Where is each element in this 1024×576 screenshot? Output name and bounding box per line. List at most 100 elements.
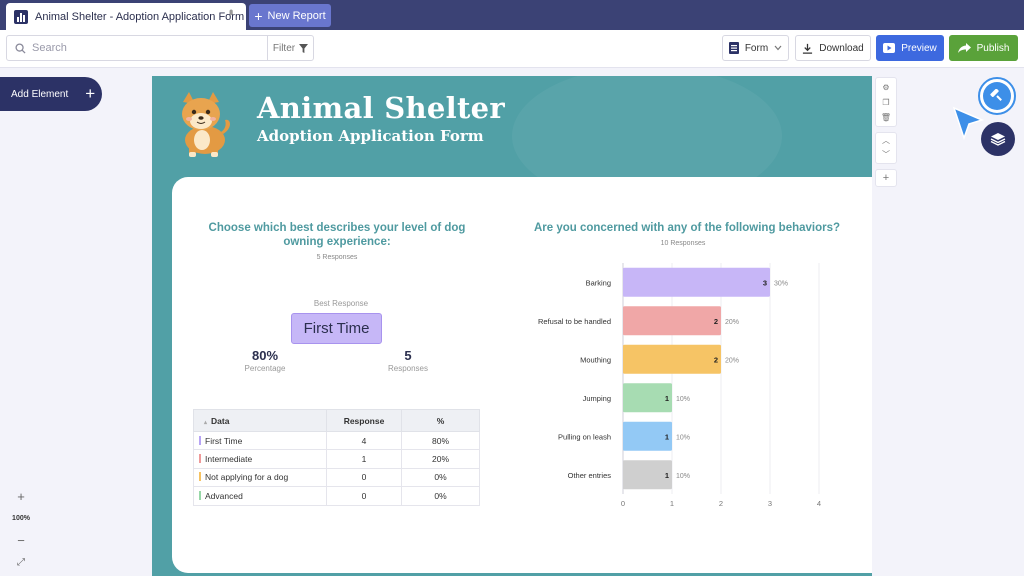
table-row: Not applying for a dog 0 0% — [193, 467, 480, 488]
bar — [623, 383, 672, 413]
tab-bar: Animal Shelter - Adoption Application Fo… — [0, 0, 1024, 30]
row-label: Advanced — [193, 486, 327, 506]
table-header-row: ▴ Data Response % — [193, 409, 480, 432]
bar-percent-label: 20% — [725, 357, 739, 364]
row-label-text: Advanced — [205, 490, 243, 501]
row-label-text: Not applying for a dog — [205, 472, 289, 483]
trash-icon[interactable]: 🗑 — [880, 113, 892, 122]
report-tab[interactable]: Animal Shelter - Adoption Application Fo… — [6, 3, 246, 30]
responses-table: ▴ Data Response % First Time 4 80% Interm… — [193, 409, 480, 506]
x-tick-label: 4 — [817, 499, 821, 508]
add-element-label: Add Element — [11, 88, 69, 100]
column-header-data[interactable]: ▴ Data — [193, 409, 327, 432]
category-label: Jumping — [583, 394, 611, 403]
bar — [623, 460, 672, 490]
download-button[interactable]: Download — [795, 35, 871, 61]
zoom-in-button[interactable]: + — [17, 489, 25, 504]
settings-icon[interactable]: ⚙ — [882, 83, 890, 92]
publish-button[interactable]: Publish — [949, 35, 1018, 61]
row-percent: 0% — [401, 467, 480, 488]
move-down-icon[interactable]: ﹀ — [882, 150, 890, 159]
bar-percent-label: 10% — [676, 396, 690, 403]
x-tick-label: 1 — [670, 499, 674, 508]
bar-value-label: 2 — [714, 317, 718, 326]
report-card: Choose which best describes your level o… — [172, 177, 872, 573]
sort-icon: ▴ — [204, 419, 208, 426]
play-icon — [883, 43, 896, 53]
preview-button[interactable]: Preview — [876, 35, 944, 61]
download-icon — [803, 43, 813, 54]
chevron-down-icon — [774, 45, 782, 51]
pointer-icon — [952, 106, 984, 140]
column-header-data-label: Data — [211, 415, 230, 426]
bar-percent-label: 10% — [676, 473, 690, 480]
add-element-button[interactable]: Add Element + — [0, 77, 102, 111]
plus-icon: + — [85, 84, 96, 103]
row-label: First Time — [193, 430, 327, 451]
preview-label: Preview — [901, 42, 937, 54]
question1-title: Choose which best describes your level o… — [208, 222, 466, 248]
filter-label: Filter — [272, 42, 296, 54]
layers-icon — [990, 133, 1006, 146]
shiba-dog-icon — [182, 92, 230, 157]
search-input[interactable] — [32, 42, 252, 54]
download-label: Download — [819, 42, 864, 54]
filter-icon — [299, 43, 309, 53]
form-dropdown[interactable]: Form — [722, 35, 789, 61]
bar-percent-label: 30% — [774, 280, 788, 287]
category-label: Other entries — [568, 471, 612, 480]
publish-label: Publish — [976, 42, 1010, 54]
tab-title: Animal Shelter - Adoption Application Fo… — [35, 10, 245, 23]
form-label: Form — [744, 42, 769, 54]
question2-responses: 10 Responses — [660, 240, 706, 247]
filter-button[interactable]: Filter — [267, 35, 314, 61]
percentage-value: 80% — [251, 348, 279, 363]
column-header-percent[interactable]: % — [401, 409, 480, 432]
form-icon — [728, 42, 739, 54]
search-icon — [15, 42, 26, 54]
row-count: 1 — [326, 449, 402, 469]
behaviors-bar-chart: 0 1 2 3 4 Barking 3 30% Refusal to be handled 2 20… — [538, 263, 821, 508]
report-canvas: Animal Shelter Adoption Application Form… — [152, 76, 872, 576]
row-label: Not applying for a dog — [193, 467, 327, 488]
row-count: 4 — [326, 430, 402, 451]
page-title: Animal Shelter — [257, 91, 506, 125]
responses-label: Responses — [387, 364, 429, 373]
page-subtitle: Adoption Application Form — [257, 127, 484, 145]
zoom-out-button[interactable]: − — [17, 533, 25, 548]
row-percent: 20% — [401, 449, 480, 469]
zoom-controls: + 100% − ⤢ — [9, 486, 33, 574]
row-label-text: First Time — [205, 435, 243, 446]
report-icon — [14, 9, 28, 24]
bar-value-label: 1 — [665, 394, 669, 403]
bar-value-label: 1 — [665, 432, 669, 441]
column-header-response[interactable]: Response — [326, 409, 402, 432]
bar — [623, 421, 672, 451]
table-row: First Time 4 80% — [193, 430, 480, 451]
bar-value-label: 2 — [714, 355, 718, 364]
x-tick-label: 3 — [768, 499, 772, 508]
share-arrow-icon — [957, 43, 971, 53]
table-row: Intermediate 1 20% — [193, 449, 480, 469]
color-swatch — [199, 435, 201, 445]
add-below-icon[interactable]: + — [875, 169, 897, 187]
percentage-label: Percentage — [244, 364, 286, 373]
more-options-icon[interactable]: ••• — [224, 9, 238, 13]
color-swatch — [199, 490, 201, 500]
new-report-button[interactable]: + New Report — [249, 4, 331, 27]
new-report-label: New Report — [267, 9, 326, 22]
zoom-level: 100% — [12, 515, 30, 522]
duplicate-icon[interactable]: ❐ — [882, 98, 890, 107]
form-designer-button[interactable] — [978, 77, 1016, 115]
category-label: Mouthing — [580, 355, 611, 364]
row-label: Intermediate — [193, 449, 327, 469]
layers-button[interactable] — [981, 122, 1015, 156]
fit-screen-icon[interactable]: ⤢ — [17, 557, 25, 568]
row-percent: 80% — [401, 430, 480, 451]
row-percent: 0% — [401, 486, 480, 506]
bar-percent-label: 10% — [676, 434, 690, 441]
move-up-icon[interactable]: ︿ — [882, 136, 890, 145]
x-tick-label: 0 — [621, 499, 625, 508]
bar — [623, 306, 721, 336]
category-label: Pulling on leash — [558, 432, 611, 441]
